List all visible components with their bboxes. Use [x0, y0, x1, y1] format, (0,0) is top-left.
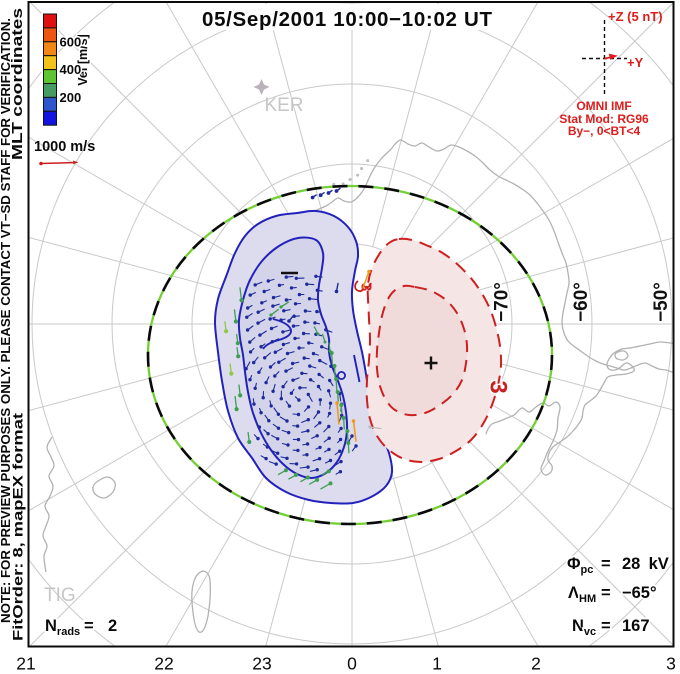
svg-text:MLT coordinates: MLT coordinates — [10, 8, 26, 160]
svg-text:1000 m/s: 1000 m/s — [34, 139, 95, 155]
svg-text:3: 3 — [485, 380, 512, 393]
svg-text:OMNI IMF: OMNI IMF — [576, 99, 631, 113]
svg-text:−60°: −60° — [571, 282, 592, 322]
svg-text:3: 3 — [358, 283, 375, 291]
svg-text:Vel [m/s]: Vel [m/s] — [76, 34, 90, 85]
svg-text:0: 0 — [347, 654, 357, 674]
svg-text:Stat Mod: RG96: Stat Mod: RG96 — [559, 112, 649, 126]
svg-text:600: 600 — [60, 34, 82, 49]
svg-text:+Z (5 nT): +Z (5 nT) — [608, 9, 663, 24]
svg-text:NOTE: FOR PREVIEW PURPOSES ONL: NOTE: FOR PREVIEW PURPOSES ONLY. PLEASE … — [0, 18, 13, 623]
svg-text:−50°: −50° — [651, 282, 672, 322]
svg-text:By−, 0<BT<4: By−, 0<BT<4 — [568, 124, 641, 138]
svg-text:KER: KER — [264, 95, 303, 116]
svg-text:200: 200 — [60, 90, 82, 105]
svg-text:23: 23 — [252, 654, 271, 674]
svg-text:−70°: −70° — [492, 282, 513, 322]
svg-text:1: 1 — [432, 654, 442, 674]
svg-text:FitOrder: 8, mapEX format: FitOrder: 8, mapEX format — [11, 412, 26, 641]
svg-text:+Y: +Y — [627, 55, 644, 70]
svg-text:TIG: TIG — [44, 585, 76, 606]
svg-text:05/Sep/2001 10:00−10:02 UT: 05/Sep/2001 10:00−10:02 UT — [202, 8, 492, 31]
svg-text:22: 22 — [154, 654, 173, 674]
svg-text:2: 2 — [531, 654, 541, 674]
svg-text:21: 21 — [16, 654, 35, 674]
svg-text:3: 3 — [666, 654, 676, 674]
svg-text:400: 400 — [60, 62, 82, 77]
